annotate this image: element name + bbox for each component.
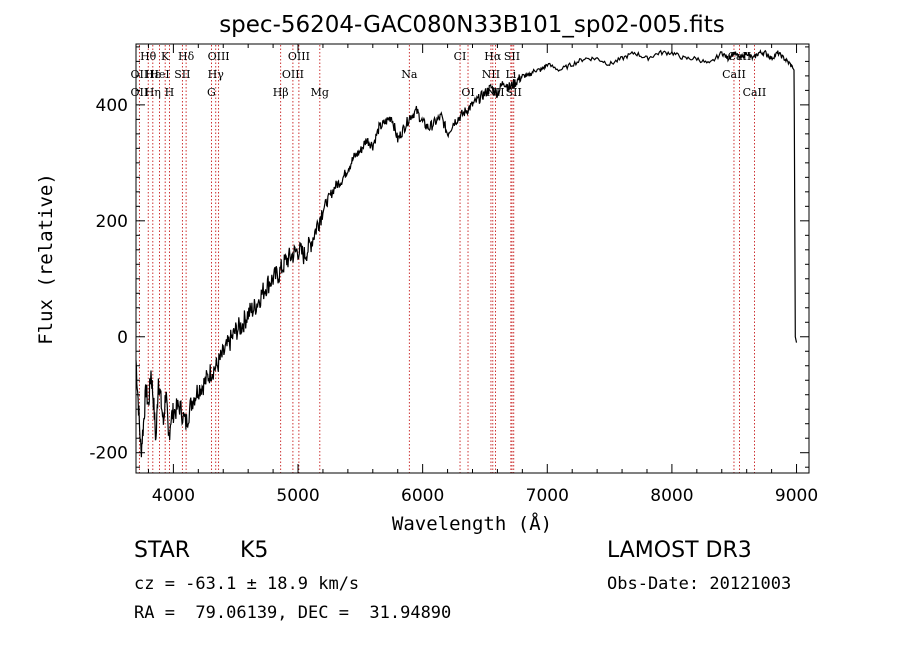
line-label-4: OIII [288, 50, 310, 63]
y-axis-label: Flux (relative) [35, 173, 57, 345]
spectral-line-markers [138, 45, 755, 473]
line-label-9: OII [131, 68, 149, 81]
line-label-16: NII [482, 68, 500, 81]
object-class: STAR [134, 538, 191, 563]
x-tick-label-2: 6000 [401, 486, 444, 506]
line-label-7: SII [504, 50, 520, 63]
line-label-22: G [207, 86, 216, 99]
line-label-2: Hδ [178, 50, 195, 63]
line-label-15: Na [401, 68, 418, 81]
y-tick-label-1: 0 [117, 328, 128, 348]
line-label-25: OI [461, 86, 474, 99]
line-label-11: HeI [149, 68, 169, 81]
x-tick-label-5: 9000 [775, 486, 818, 506]
survey-name: LAMOST DR3 [607, 538, 752, 563]
x-tick-label-1: 5000 [276, 486, 319, 506]
line-label-0: Hθ [140, 50, 157, 63]
x-tick-label-0: 4000 [152, 486, 195, 506]
y-tick-label-0: -200 [89, 444, 128, 464]
line-label-24: Mg [311, 86, 329, 99]
line-label-6: Hα [484, 50, 502, 63]
line-label-13: Hγ [208, 68, 225, 81]
x-tick-label-4: 8000 [650, 486, 693, 506]
observation-date: Obs-Date: 20121003 [607, 574, 792, 594]
line-label-17: Li [505, 68, 516, 81]
line-label-23: Hβ [273, 86, 289, 99]
x-tick-label-3: 7000 [526, 486, 569, 506]
redshift-value: cz = -63.1 ± 18.9 km/s [134, 574, 360, 594]
y-tick-label-2: 200 [96, 212, 128, 232]
chart-title: spec-56204-GAC080N33B101_sp02-005.fits [219, 12, 725, 38]
line-label-19: OII [131, 86, 149, 99]
y-axis-ticks: -200 0 200 400 [89, 46, 809, 468]
plot-frame [135, 43, 810, 474]
flux-series-line [135, 49, 798, 458]
line-label-28: CaII [743, 86, 767, 99]
line-label-10: Hε [145, 68, 161, 81]
object-subclass: K5 [240, 538, 269, 563]
line-label-1: K [161, 50, 170, 63]
line-label-3: OIII [208, 50, 230, 63]
line-label-21: H [165, 86, 175, 99]
line-label-14: OIII [282, 68, 304, 81]
x-axis-label: Wavelength (Å) [392, 512, 552, 535]
y-tick-label-3: 400 [96, 96, 128, 116]
line-label-20: Hη [145, 86, 161, 99]
line-label-5: CI [454, 50, 467, 63]
line-label-12: SII [174, 68, 190, 81]
line-label-18: CaII [722, 68, 746, 81]
coordinates: RA = 79.06139, DEC = 31.94890 [134, 603, 452, 623]
x-axis-ticks: 4000 5000 6000 7000 8000 9000 [147, 44, 818, 506]
